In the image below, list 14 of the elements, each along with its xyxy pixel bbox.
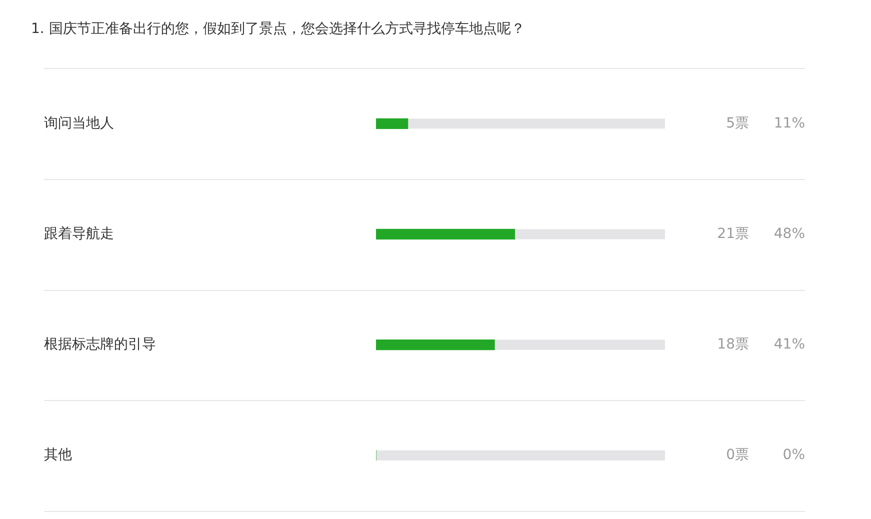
- y-tick-label: 根据标志牌的引导: [44, 336, 156, 352]
- y-tick-label: 询问当地人: [44, 115, 114, 132]
- data-label: 41%: [774, 336, 805, 352]
- data-label: 0%: [782, 446, 805, 463]
- y-tick-label: 其他: [44, 446, 72, 463]
- data-label: 48%: [774, 226, 805, 242]
- text: 5票: [726, 115, 749, 132]
- text: 18票: [717, 336, 749, 352]
- y-tick-label: 跟着导航走: [44, 226, 114, 242]
- chart-title: 1. 国庆节正准备出行的您，假如到了景点，您会选择什么方式寻找停车地点呢？: [31, 20, 525, 38]
- text: 21票: [717, 226, 749, 242]
- bar: [376, 118, 408, 130]
- data-label: 11%: [774, 115, 805, 132]
- text: 0票: [726, 446, 749, 463]
